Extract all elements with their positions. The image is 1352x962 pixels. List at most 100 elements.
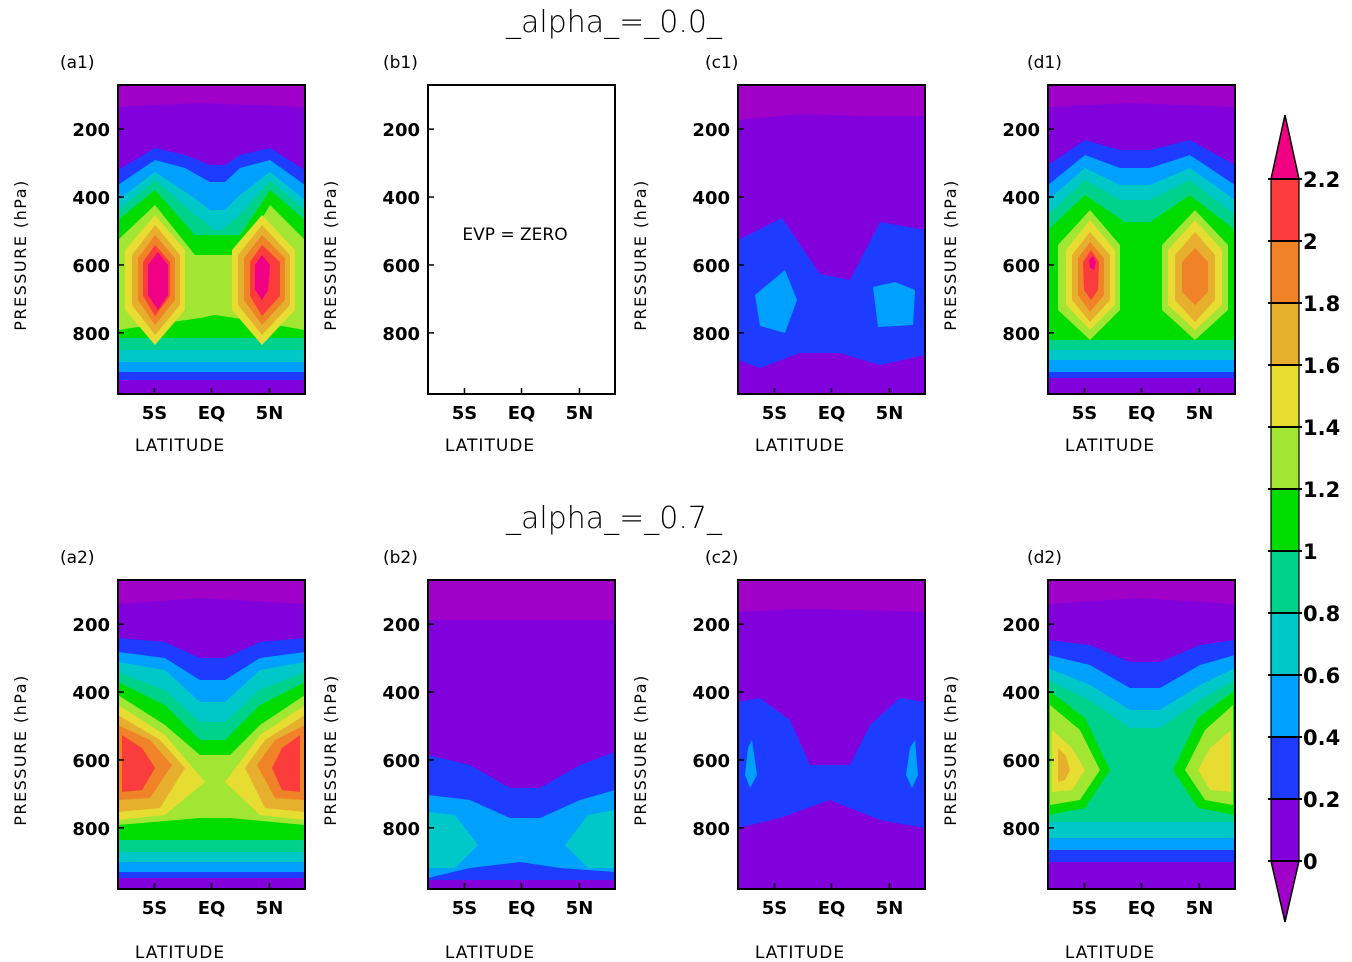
x-tick-label-c2-5S: 5S (762, 898, 788, 919)
x-axis-title-b1: LATITUDE (445, 436, 535, 456)
y-tick-label-d1-600: 600 (1002, 256, 1040, 277)
panel-label-b2: (b2) (383, 548, 418, 568)
y-axis-title-a1: PRESSURE (hPa) (11, 179, 30, 331)
colorbar: 0 0.2 0.4 0.6 0.8 1 1.2 1.4 1.6 1.8 2 2.2 (1268, 114, 1340, 923)
y-tick-label-b2-400: 400 (382, 683, 420, 704)
y-tick-label-c1-400: 400 (692, 188, 730, 209)
y-axis-title-d2: PRESSURE (hPa) (941, 674, 960, 826)
x-tick-label-c2-EQ: EQ (818, 898, 846, 919)
x-axis-title-a2: LATITUDE (135, 943, 225, 962)
y-tick-label-a1-600: 600 (72, 256, 110, 277)
y-axis-title-a2: PRESSURE (hPa) (11, 674, 30, 826)
x-tick-label-d1-EQ: EQ (1128, 403, 1156, 424)
axes-a2: 200 400 600 800 PRESSURE (hPa) 5S EQ 5N LATITUDE (11, 615, 283, 962)
panel-a1: (a1) (60, 53, 306, 395)
y-tick-label-b1-200: 200 (382, 120, 420, 141)
colorbar-label-1.4: 1.4 (1303, 416, 1340, 440)
y-tick-label-d1-400: 400 (1002, 188, 1040, 209)
x-tick-label-c1-EQ: EQ (818, 403, 846, 424)
x-tick-label-c1-5S: 5S (762, 403, 788, 424)
axes-d1: 200 400 600 800 PRESSURE (hPa) 5S EQ 5N LATITUDE (941, 120, 1213, 456)
axes-b2: 200 400 600 800 PRESSURE (hPa) 5S EQ 5N LATITUDE (321, 615, 593, 962)
colorbar-label-0: 0 (1303, 850, 1318, 874)
y-axis-title-c1: PRESSURE (hPa) (631, 179, 650, 331)
colorbar-bin-8 (1270, 302, 1300, 366)
colorbar-bin-9 (1270, 240, 1300, 304)
y-tick-label-a1-200: 200 (72, 120, 110, 141)
colorbar-bin-4 (1270, 550, 1300, 614)
x-axis-title-d1: LATITUDE (1065, 436, 1155, 456)
colorbar-label-0.2: 0.2 (1303, 788, 1340, 812)
y-tick-label-a1-800: 800 (72, 324, 110, 345)
x-tick-label-a2-EQ: EQ (198, 898, 226, 919)
colorbar-bin-7 (1270, 364, 1300, 428)
colorbar-label-0.4: 0.4 (1303, 726, 1340, 750)
x-tick-label-a1-EQ: EQ (198, 403, 226, 424)
y-tick-label-c2-600: 600 (692, 751, 730, 772)
panel-label-a2: (a2) (60, 548, 95, 568)
x-tick-label-b1-EQ: EQ (508, 403, 536, 424)
panel-label-c1: (c1) (705, 53, 738, 73)
x-tick-label-b2-EQ: EQ (508, 898, 536, 919)
x-tick-label-a1-5S: 5S (142, 403, 168, 424)
x-tick-label-d1-5S: 5S (1072, 403, 1098, 424)
colorbar-bin-6 (1270, 426, 1300, 490)
panel-b1: EVP = ZERO (b1) (383, 53, 616, 395)
y-tick-label-c1-200: 200 (692, 120, 730, 141)
colorbar-label-1.6: 1.6 (1303, 354, 1340, 378)
y-tick-label-c1-600: 600 (692, 256, 730, 277)
x-tick-label-b1-5N: 5N (566, 403, 594, 424)
axes-c2: 200 400 600 800 PRESSURE (hPa) 5S EQ 5N LATITUDE (631, 615, 903, 962)
x-axis-title-c2: LATITUDE (755, 943, 845, 962)
y-tick-label-d2-400: 400 (1002, 683, 1040, 704)
y-tick-label-b2-600: 600 (382, 751, 420, 772)
y-tick-label-d2-600: 600 (1002, 751, 1040, 772)
y-axis-title-b2: PRESSURE (hPa) (321, 674, 340, 826)
panel-label-a1: (a1) (60, 53, 95, 73)
panel-label-d2: (d2) (1027, 548, 1062, 568)
colorbar-label-1.8: 1.8 (1303, 292, 1340, 316)
y-axis-title-c2: PRESSURE (hPa) (631, 674, 650, 826)
y-axis-title-d1: PRESSURE (hPa) (941, 179, 960, 331)
colorbar-bin-0 (1270, 798, 1300, 862)
colorbar-label-0.8: 0.8 (1303, 602, 1340, 626)
y-tick-label-d2-200: 200 (1002, 615, 1040, 636)
x-tick-label-b2-5N: 5N (566, 898, 594, 919)
colorbar-bin-10 (1270, 178, 1300, 242)
panel-c2: (c2) (705, 548, 926, 890)
colorbar-label-0.6: 0.6 (1303, 664, 1340, 688)
x-axis-title-a1: LATITUDE (135, 436, 225, 456)
y-tick-label-c2-200: 200 (692, 615, 730, 636)
y-axis-title-b1: PRESSURE (hPa) (321, 179, 340, 331)
x-tick-label-d2-5S: 5S (1072, 898, 1098, 919)
colorbar-bin-1 (1270, 736, 1300, 800)
y-tick-label-a2-800: 800 (72, 819, 110, 840)
x-tick-label-a1-5N: 5N (256, 403, 284, 424)
x-tick-label-b2-5S: 5S (452, 898, 478, 919)
colorbar-label-2.2: 2.2 (1303, 168, 1340, 192)
panel-d1: (d1) (1027, 53, 1236, 395)
x-tick-label-d1-5N: 5N (1186, 403, 1214, 424)
panel-a2: (a2) (60, 548, 306, 890)
y-tick-label-b2-200: 200 (382, 615, 420, 636)
x-tick-label-c1-5N: 5N (876, 403, 904, 424)
x-tick-label-a2-5N: 5N (256, 898, 284, 919)
panel-label-c2: (c2) (705, 548, 738, 568)
x-axis-title-d2: LATITUDE (1065, 943, 1155, 962)
y-tick-label-a2-400: 400 (72, 683, 110, 704)
panel-label-b1: (b1) (383, 53, 418, 73)
colorbar-label-1: 1 (1303, 540, 1318, 564)
y-tick-label-d1-800: 800 (1002, 324, 1040, 345)
y-tick-label-d1-200: 200 (1002, 120, 1040, 141)
y-tick-label-c2-400: 400 (692, 683, 730, 704)
x-axis-title-c1: LATITUDE (755, 436, 845, 456)
x-tick-label-d2-EQ: EQ (1128, 898, 1156, 919)
y-tick-label-b1-800: 800 (382, 324, 420, 345)
axes-c1: 200 400 600 800 PRESSURE (hPa) 5S EQ 5N LATITUDE (631, 120, 903, 456)
colorbar-label-1.2: 1.2 (1303, 478, 1340, 502)
colorbar-extend-low (1270, 860, 1300, 923)
colorbar-label-2: 2 (1303, 230, 1318, 254)
y-tick-label-a2-600: 600 (72, 751, 110, 772)
y-tick-label-b1-600: 600 (382, 256, 420, 277)
